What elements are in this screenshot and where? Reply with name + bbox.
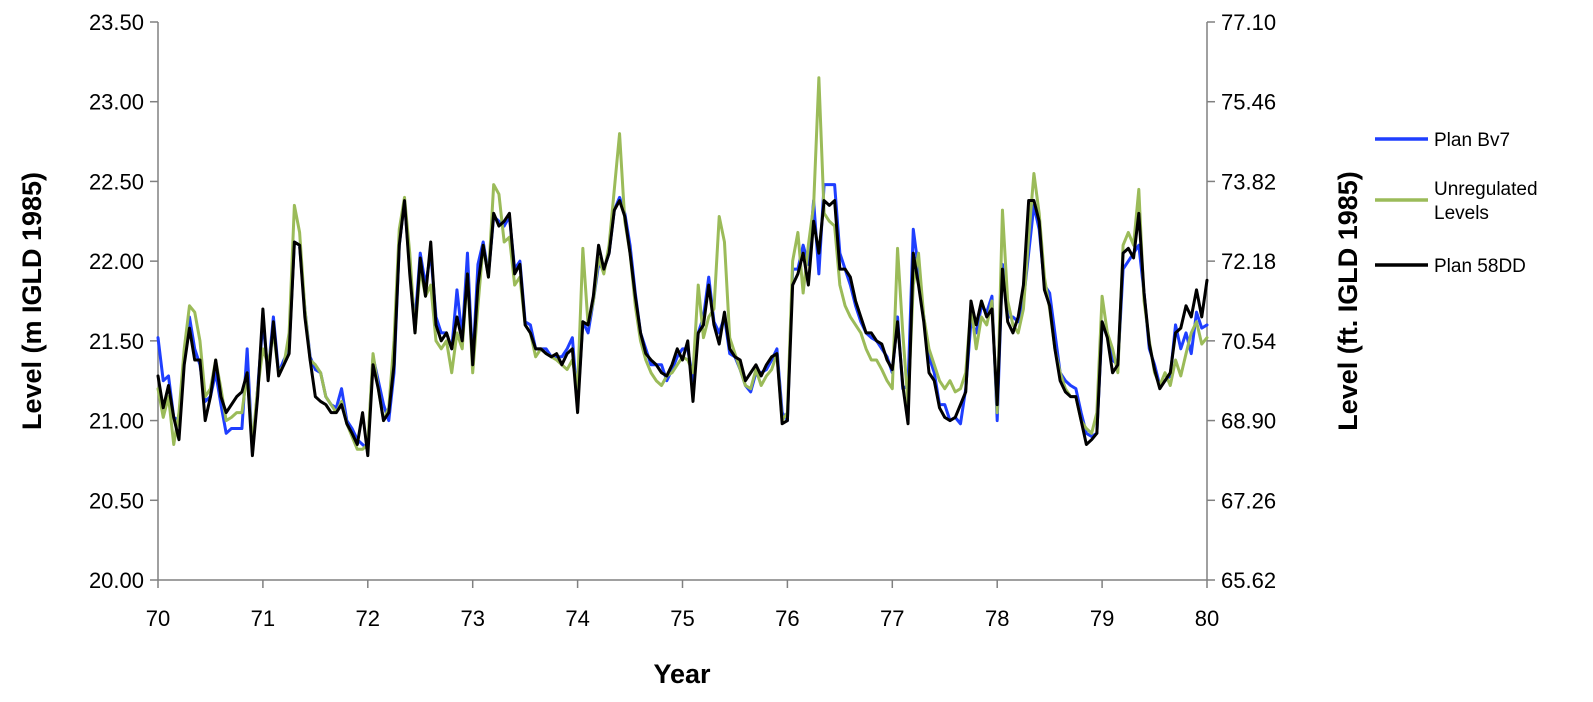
x-tick-label: 75 (670, 606, 694, 631)
y2-tick-label: 70.54 (1221, 329, 1276, 354)
y2-tick-label: 68.90 (1221, 409, 1276, 434)
x-tick-label: 80 (1195, 606, 1219, 631)
y-tick-label: 21.50 (89, 329, 144, 354)
y2-tick-label: 73.82 (1221, 169, 1276, 194)
ticks: 20.00 20.50 21.00 21.50 22.00 22.50 23.00 23.50… (89, 10, 1276, 631)
x-tick-label: 71 (251, 606, 275, 631)
x-tick-label: 79 (1090, 606, 1114, 631)
y2-tick-label: 72.18 (1221, 249, 1276, 274)
legend-label: Plan Bv7 (1434, 130, 1510, 151)
x-tick-label: 76 (775, 606, 799, 631)
x-tick-label: 78 (985, 606, 1009, 631)
y2-tick-label: 77.10 (1221, 10, 1276, 35)
x-tick-label: 74 (565, 606, 589, 631)
series-line-plan-58dd (156, 199, 1209, 458)
y-tick-label: 23.00 (89, 90, 144, 115)
x-tick-label: 73 (460, 606, 484, 631)
legend-label: Unregulated Levels (1434, 179, 1538, 224)
y-tick-label: 23.50 (89, 10, 144, 35)
y-tick-label: 21.00 (89, 409, 144, 434)
y-tick-label: 22.00 (89, 249, 144, 274)
x-axis-title: Year (653, 659, 711, 689)
series-lines (156, 76, 1209, 458)
x-tick-label: 77 (880, 606, 904, 631)
right-y-axis-title: Level (ft. IGLD 1985) (1333, 171, 1363, 431)
legend-label: Plan 58DD (1434, 256, 1526, 277)
y2-tick-label: 75.46 (1221, 90, 1276, 115)
x-tick-label: 72 (356, 606, 380, 631)
legend: Plan Bv7 Unregulated Levels Plan 58DD (1375, 130, 1538, 277)
x-tick-label: 70 (146, 606, 170, 631)
y2-tick-label: 65.62 (1221, 568, 1276, 593)
y-tick-label: 20.50 (89, 488, 144, 513)
y-tick-label: 20.00 (89, 568, 144, 593)
y-tick-label: 22.50 (89, 169, 144, 194)
left-y-axis-title: Level (m IGLD 1985) (17, 172, 47, 430)
y2-tick-label: 67.26 (1221, 488, 1276, 513)
